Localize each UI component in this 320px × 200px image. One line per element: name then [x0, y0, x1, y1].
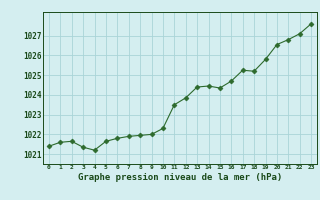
X-axis label: Graphe pression niveau de la mer (hPa): Graphe pression niveau de la mer (hPa)	[78, 173, 282, 182]
